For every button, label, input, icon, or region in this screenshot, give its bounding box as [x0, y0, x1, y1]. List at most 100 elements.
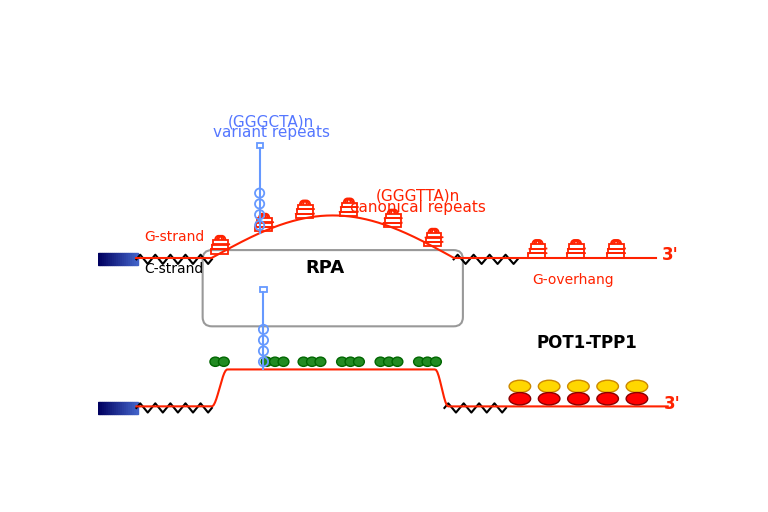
Bar — [298, 205, 313, 209]
Bar — [110, 253, 112, 266]
Ellipse shape — [383, 357, 395, 367]
Bar — [124, 402, 126, 414]
Bar — [531, 244, 545, 248]
Text: variant repeats: variant repeats — [213, 125, 329, 140]
Bar — [425, 238, 442, 242]
Bar — [296, 214, 313, 218]
Ellipse shape — [261, 357, 272, 367]
Ellipse shape — [270, 357, 280, 367]
Bar — [108, 402, 111, 414]
Ellipse shape — [345, 357, 356, 367]
Ellipse shape — [509, 380, 531, 393]
Bar — [128, 253, 131, 266]
Ellipse shape — [315, 357, 326, 367]
Ellipse shape — [353, 357, 364, 367]
Bar — [106, 402, 108, 414]
Ellipse shape — [597, 380, 618, 393]
Bar — [255, 227, 272, 231]
Bar — [212, 245, 228, 249]
Bar — [257, 223, 272, 227]
Bar — [98, 402, 101, 414]
Ellipse shape — [392, 357, 403, 367]
Bar — [116, 402, 118, 414]
Bar — [118, 402, 121, 414]
Ellipse shape — [218, 357, 229, 367]
Ellipse shape — [431, 357, 442, 367]
Bar — [569, 244, 584, 248]
Bar — [132, 253, 134, 266]
Bar — [130, 253, 132, 266]
Bar — [122, 253, 124, 266]
Bar — [130, 402, 132, 414]
Bar — [257, 143, 263, 148]
Bar — [126, 253, 128, 266]
Bar — [528, 253, 545, 258]
Ellipse shape — [568, 380, 589, 393]
Ellipse shape — [538, 393, 560, 405]
Bar — [100, 253, 102, 266]
Ellipse shape — [298, 357, 309, 367]
Bar — [214, 240, 228, 244]
Text: canonical repeats: canonical repeats — [349, 200, 485, 215]
Bar — [112, 253, 114, 266]
Bar — [132, 402, 134, 414]
Bar — [425, 242, 442, 246]
Bar — [608, 249, 624, 253]
Bar — [120, 402, 122, 414]
Bar — [568, 249, 584, 253]
Bar — [108, 253, 111, 266]
Bar — [106, 253, 108, 266]
Ellipse shape — [422, 357, 433, 367]
Bar — [100, 402, 102, 414]
Bar — [120, 253, 122, 266]
Ellipse shape — [626, 380, 647, 393]
Bar — [339, 212, 356, 216]
Bar — [427, 233, 442, 237]
Bar — [126, 402, 128, 414]
Bar — [102, 253, 104, 266]
Ellipse shape — [538, 380, 560, 393]
Ellipse shape — [336, 357, 347, 367]
Bar — [122, 402, 124, 414]
Bar — [128, 402, 131, 414]
Bar — [297, 209, 313, 214]
Text: (GGGCTA)n: (GGGCTA)n — [228, 114, 314, 129]
Ellipse shape — [210, 357, 220, 367]
Bar — [385, 219, 401, 223]
Bar — [98, 253, 101, 266]
Ellipse shape — [626, 393, 647, 405]
Bar — [529, 249, 545, 253]
Text: POT1-TPP1: POT1-TPP1 — [537, 334, 637, 352]
Bar — [102, 402, 104, 414]
Bar — [136, 253, 138, 266]
Bar — [110, 402, 112, 414]
Bar — [386, 214, 401, 218]
Text: 3': 3' — [661, 246, 678, 265]
Bar — [104, 402, 106, 414]
Bar — [567, 253, 584, 258]
Bar — [134, 402, 137, 414]
Bar — [114, 402, 116, 414]
Bar — [124, 253, 126, 266]
Bar — [260, 287, 266, 292]
Ellipse shape — [414, 357, 425, 367]
Bar — [136, 402, 138, 414]
Ellipse shape — [306, 357, 317, 367]
Bar — [607, 253, 624, 258]
Ellipse shape — [375, 357, 386, 367]
Bar — [383, 223, 401, 227]
Text: (GGGTTA)n: (GGGTTA)n — [376, 189, 459, 204]
Bar — [341, 207, 356, 211]
Bar — [609, 244, 624, 248]
Text: C-strand: C-strand — [144, 263, 204, 276]
Bar — [211, 249, 228, 253]
Text: G-overhang: G-overhang — [532, 273, 614, 287]
Ellipse shape — [568, 393, 589, 405]
Ellipse shape — [597, 393, 618, 405]
Ellipse shape — [278, 357, 289, 367]
Text: G-strand: G-strand — [144, 230, 204, 244]
Bar — [104, 253, 106, 266]
Bar — [112, 402, 114, 414]
Bar — [134, 253, 137, 266]
Bar — [118, 253, 121, 266]
